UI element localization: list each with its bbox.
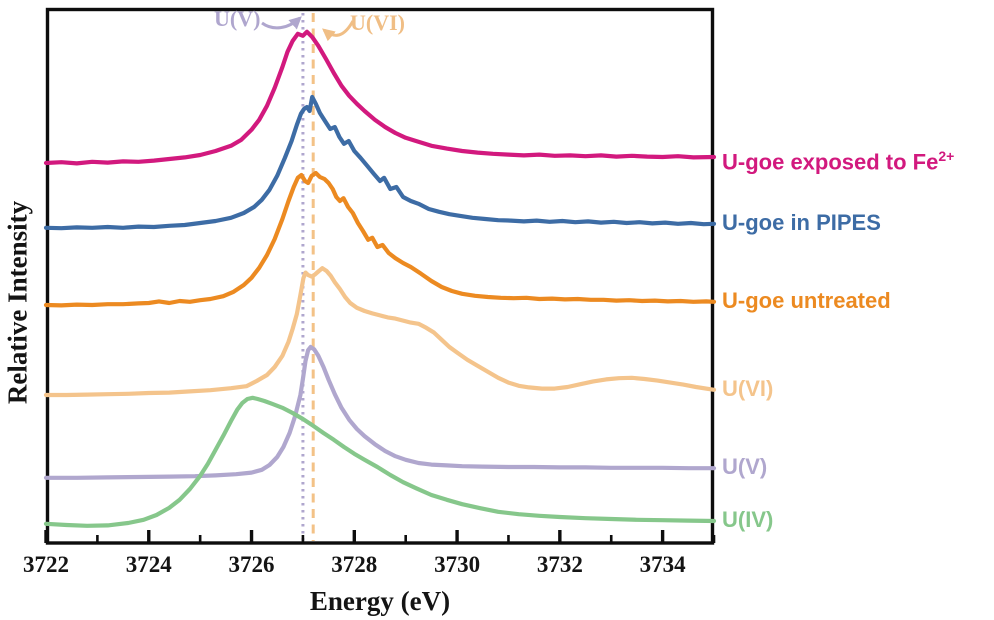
curve-u-iv: [43, 395, 717, 528]
x-tick-label: 3732: [536, 552, 583, 577]
series-label-u-goe-in-pipes: U-goe in PIPES: [722, 210, 881, 236]
spectra-curves-group: [43, 29, 717, 528]
series-label-superscript: 2+: [938, 148, 955, 164]
x-tick-label: 3726: [228, 552, 275, 577]
series-label-u-iv: U(IV): [722, 507, 773, 533]
curve-u-goe-untreated: [43, 170, 717, 308]
uvi-annotation-label: U(VI): [350, 10, 405, 35]
series-label-u-v: U(V): [722, 454, 767, 480]
uvi-annotation-arrow-icon: [322, 20, 355, 42]
series-label-text: U(IV): [722, 507, 774, 532]
axis-ticks-group: [44, 530, 716, 543]
y-axis-label: Relative Intensity: [2, 200, 33, 405]
x-tick-label: 3734: [639, 552, 686, 577]
curve-u-v: [43, 344, 717, 480]
curve-u-vi: [43, 266, 717, 398]
x-tick-label: 3728: [331, 552, 378, 577]
series-label-u-goe-untreated: U-goe untreated: [722, 288, 891, 314]
uv-annotation-label: U(V): [214, 6, 261, 31]
series-label-u-vi: U(VI): [722, 376, 773, 402]
series-label-u-goe-exposed-to-fe2: U-goe exposed to Fe2+: [722, 143, 954, 175]
curve-u-goe-in-pipes: [43, 94, 717, 231]
series-label-text: U(V): [722, 454, 768, 480]
x-tick-label: 3724: [125, 552, 172, 577]
x-tick-label: 3722: [23, 552, 69, 577]
x-tick-label: 3730: [434, 552, 481, 577]
series-label-text: U-goe in PIPES: [722, 209, 881, 235]
plot-frame: [45, 7, 715, 545]
series-label-text: U(VI): [722, 375, 774, 401]
series-label-text: U-goe untreated: [722, 287, 891, 313]
x-axis-label: Energy (eV): [309, 586, 451, 616]
curve-u-goe-exposed-to-fe2: [43, 29, 717, 166]
uv-annotation-arrow-icon: [261, 16, 302, 30]
series-label-text: U-goe exposed to Fe: [722, 149, 939, 175]
